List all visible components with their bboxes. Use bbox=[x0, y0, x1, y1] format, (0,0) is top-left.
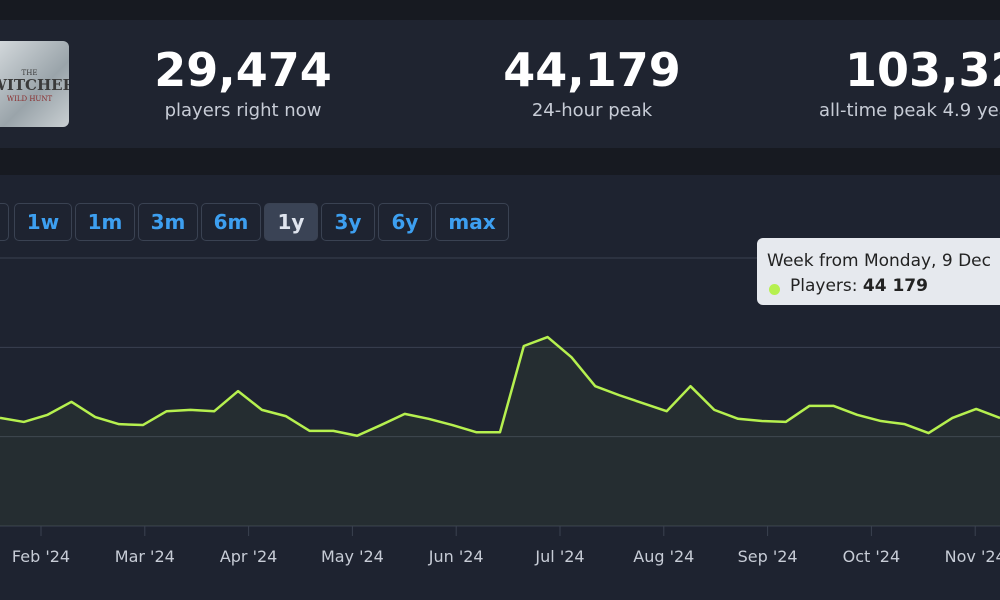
stats-header: THE WITCHER WILD HUNT 29,474 players righ… bbox=[0, 20, 1000, 148]
stat-value: 103,32 bbox=[845, 43, 1000, 97]
tooltip: Week from Monday, 9 Dec Players: 44 179 bbox=[757, 238, 1000, 305]
tooltip-row: Players: 44 179 bbox=[790, 276, 928, 296]
tooltip-value: 44 179 bbox=[862, 276, 928, 296]
tooltip-title: Week from Monday, 9 Dec bbox=[767, 251, 991, 271]
stat: 44,179 24-hour peak bbox=[442, 42, 742, 124]
x-tick-label: Mar '24 bbox=[115, 547, 175, 566]
x-tick-label: Sep '24 bbox=[738, 547, 798, 566]
x-tick-label: Oct '24 bbox=[843, 547, 901, 566]
stat-value: 44,179 bbox=[503, 43, 681, 97]
range-button[interactable] bbox=[0, 203, 9, 241]
x-tick-label: Apr '24 bbox=[220, 547, 278, 566]
range-button[interactable]: 6y bbox=[378, 203, 432, 241]
x-tick-label: Aug '24 bbox=[633, 547, 694, 566]
range-button[interactable]: 1w bbox=[14, 203, 72, 241]
stat-value: 29,474 bbox=[154, 43, 332, 97]
x-tick-label: Feb '24 bbox=[12, 547, 70, 566]
range-button[interactable]: 3y bbox=[321, 203, 375, 241]
x-tick-label: Jul '24 bbox=[534, 547, 584, 566]
tooltip-dot bbox=[769, 284, 780, 295]
logo-sub: WILD HUNT bbox=[6, 95, 53, 103]
series-line bbox=[0, 335, 1000, 438]
range-button[interactable]: 1m bbox=[75, 203, 135, 241]
logo-top: THE bbox=[21, 69, 38, 77]
stat-label: players right now bbox=[164, 100, 322, 121]
x-tick-label: Nov '24 bbox=[945, 547, 1000, 566]
logo-name: WITCHER bbox=[0, 76, 69, 94]
stat: 29,474 players right now bbox=[93, 42, 393, 124]
range-button[interactable]: 3m bbox=[138, 203, 198, 241]
x-tick-label: Jun '24 bbox=[428, 547, 484, 566]
range-button[interactable]: max bbox=[435, 203, 509, 241]
area-fill bbox=[0, 337, 1000, 526]
stat-label: 24-hour peak bbox=[531, 100, 653, 121]
range-button[interactable]: 1y bbox=[264, 203, 318, 241]
range-button[interactable]: 6m bbox=[201, 203, 261, 241]
tooltip-series: Players: bbox=[790, 276, 858, 296]
stat-label: all-time peak 4.9 yea bbox=[819, 100, 1000, 121]
stat: 103,32 all-time peak 4.9 yea bbox=[813, 42, 1000, 124]
x-tick-label: May '24 bbox=[321, 547, 384, 566]
game-logo[interactable]: THE WITCHER WILD HUNT bbox=[0, 41, 69, 127]
